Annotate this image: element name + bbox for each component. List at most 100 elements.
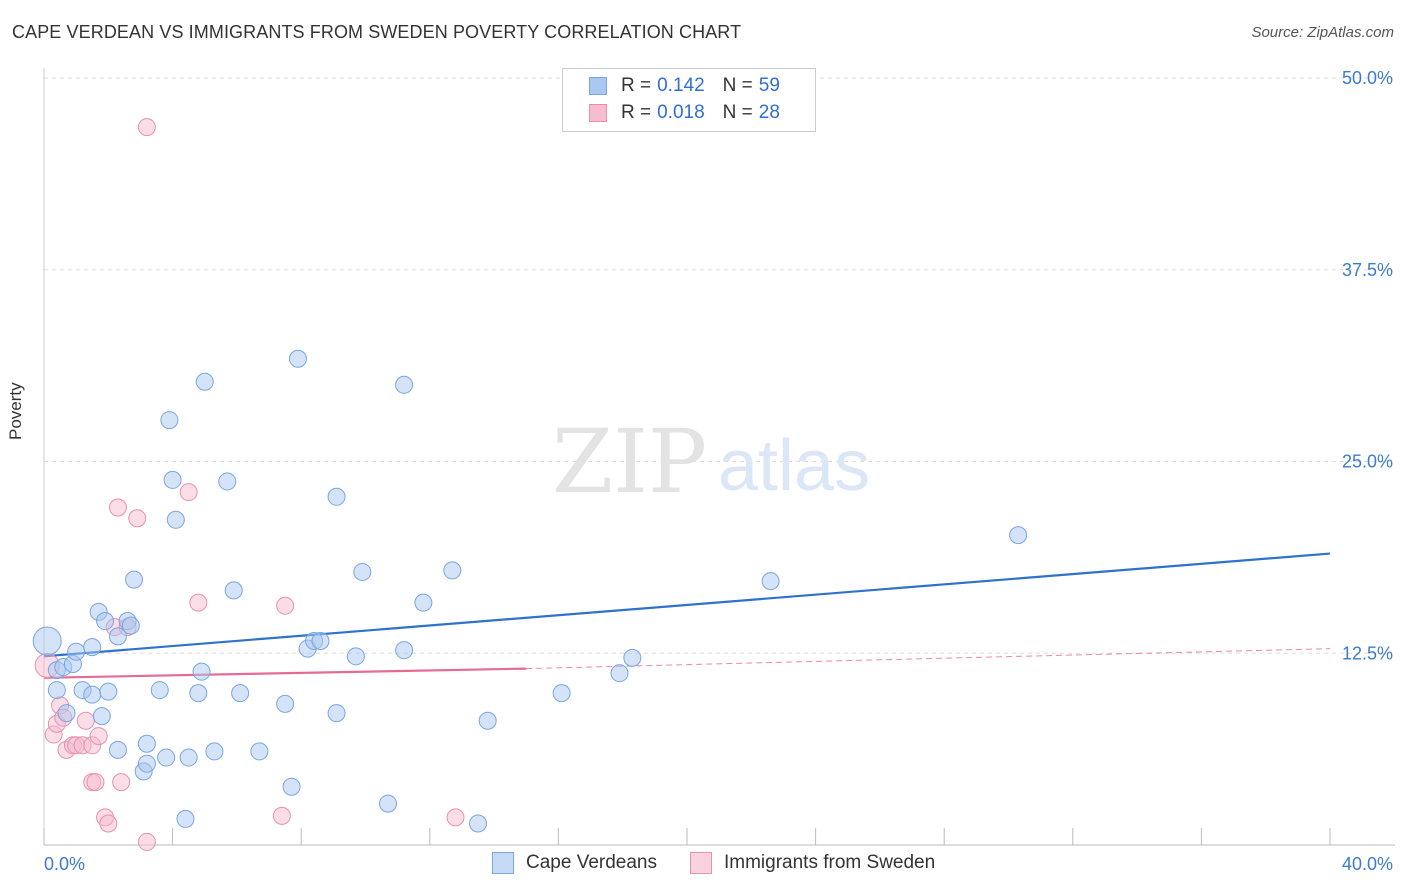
legend-n-value: 59	[758, 75, 780, 96]
data-point-cape-verdeans	[610, 664, 629, 683]
bottom-legend-label: Cape Verdeans	[526, 852, 657, 873]
series-cape-verdeans	[32, 349, 1028, 833]
bottom-legend-label: Immigrants from Sweden	[724, 852, 936, 873]
bottom-legend-immigrants-from-sweden[interactable]: Immigrants from Sweden	[690, 852, 935, 874]
data-point-cape-verdeans	[250, 742, 269, 761]
legend-r-label: R =	[621, 75, 652, 96]
data-point-cape-verdeans	[163, 470, 182, 489]
data-point-cape-verdeans	[192, 662, 211, 681]
data-point-cape-verdeans	[327, 704, 346, 723]
data-point-cape-verdeans	[1009, 526, 1028, 545]
legend-n-value: 28	[758, 102, 780, 123]
data-point-cape-verdeans	[443, 561, 462, 580]
correlation-legend: R = 0.142 N = 59 R = 0.018 N = 28	[562, 68, 816, 132]
data-point-cape-verdeans	[195, 372, 214, 391]
data-point-immigrants-from-sweden	[86, 773, 105, 792]
data-point-immigrants-from-sweden	[276, 596, 295, 615]
watermark-atlas: atlas	[718, 426, 870, 506]
data-point-immigrants-from-sweden	[76, 711, 95, 730]
trend-line-immigrants-from-sweden	[43, 667, 527, 679]
data-point-cape-verdeans	[224, 581, 243, 600]
data-point-immigrants-from-sweden	[108, 498, 127, 517]
data-point-cape-verdeans	[478, 711, 497, 730]
data-point-cape-verdeans	[395, 375, 414, 394]
data-point-cape-verdeans	[99, 682, 118, 701]
data-point-cape-verdeans	[67, 642, 86, 661]
data-point-immigrants-from-sweden	[112, 773, 131, 792]
trend-line-cape-verdeans	[43, 552, 1331, 658]
data-point-immigrants-from-sweden	[272, 806, 291, 825]
data-point-immigrants-from-sweden	[137, 832, 156, 851]
bottom-legend-swatch-pink	[690, 852, 712, 874]
data-point-cape-verdeans	[160, 411, 179, 430]
y-axis-title: Poverty	[6, 382, 25, 440]
data-point-immigrants-from-sweden	[179, 483, 198, 502]
data-point-cape-verdeans	[157, 748, 176, 767]
series-immigrants-from-sweden	[34, 118, 465, 851]
watermark-zip: ZIP	[552, 410, 707, 513]
watermark: ZIP atlas	[552, 410, 870, 513]
data-point-cape-verdeans	[218, 472, 237, 491]
trend-lines	[43, 552, 1331, 679]
data-point-cape-verdeans	[108, 627, 127, 646]
legend-r-value: 0.018	[657, 102, 705, 123]
chart-title: CAPE VERDEAN VS IMMIGRANTS FROM SWEDEN P…	[12, 22, 742, 42]
legend-r-value: 0.142	[657, 75, 705, 96]
data-point-cape-verdeans	[137, 734, 156, 753]
data-point-cape-verdeans	[623, 648, 642, 667]
data-point-cape-verdeans	[231, 684, 250, 703]
axes	[43, 68, 1395, 846]
grid-lines	[44, 77, 1395, 654]
data-point-cape-verdeans	[47, 681, 66, 700]
y-tick-label: 50.0%	[1342, 68, 1393, 88]
legend-swatch-pink	[589, 104, 607, 122]
data-point-immigrants-from-sweden	[137, 118, 156, 137]
data-point-immigrants-from-sweden	[446, 808, 465, 827]
trend-line-extension	[526, 648, 1331, 670]
x-tick-label: 0.0%	[44, 854, 85, 874]
data-point-immigrants-from-sweden	[128, 509, 147, 528]
data-point-cape-verdeans	[288, 349, 307, 368]
y-tick-label: 37.5%	[1342, 260, 1393, 280]
y-tick-label: 12.5%	[1342, 643, 1393, 663]
data-point-immigrants-from-sweden	[99, 814, 118, 833]
legend-r-label: R =	[621, 102, 652, 123]
data-point-cape-verdeans	[83, 685, 102, 704]
data-point-cape-verdeans	[414, 593, 433, 612]
data-point-cape-verdeans	[552, 684, 571, 703]
data-point-cape-verdeans	[311, 631, 330, 650]
data-point-cape-verdeans	[179, 748, 198, 767]
legend-n-label: N =	[722, 102, 753, 123]
data-point-cape-verdeans	[150, 681, 169, 700]
data-point-cape-verdeans	[346, 647, 365, 666]
bottom-legend-cape-verdeans[interactable]: Cape Verdeans	[492, 852, 657, 874]
data-point-cape-verdeans	[176, 809, 195, 828]
data-point-cape-verdeans	[276, 694, 295, 713]
data-point-cape-verdeans	[469, 814, 488, 833]
y-tick-label: 25.0%	[1342, 452, 1393, 472]
data-point-cape-verdeans	[83, 638, 102, 657]
data-point-cape-verdeans	[189, 684, 208, 703]
x-tick-label: 40.0%	[1342, 854, 1393, 874]
legend-row-immigrants-from-sweden: R = 0.018 N = 28	[589, 102, 780, 124]
data-point-cape-verdeans	[32, 626, 62, 656]
data-point-cape-verdeans	[137, 754, 156, 773]
legend-n-label: N =	[722, 75, 753, 96]
legend-swatch-blue	[589, 77, 607, 95]
data-point-cape-verdeans	[761, 572, 780, 591]
data-point-cape-verdeans	[205, 742, 224, 761]
data-point-cape-verdeans	[395, 641, 414, 660]
data-point-cape-verdeans	[379, 794, 398, 813]
data-point-immigrants-from-sweden	[189, 593, 208, 612]
data-point-cape-verdeans	[121, 616, 140, 635]
tick-labels: 12.5% 25.0% 37.5% 50.0% 0.0% 40.0%	[44, 68, 1393, 874]
data-point-cape-verdeans	[282, 777, 301, 796]
bottom-legend-swatch-blue	[492, 852, 514, 874]
source-label: Source: ZipAtlas.com	[1251, 24, 1394, 41]
legend-row-cape-verdeans: R = 0.142 N = 59	[589, 75, 780, 97]
data-point-cape-verdeans	[108, 740, 127, 759]
data-point-cape-verdeans	[125, 570, 144, 589]
data-point-immigrants-from-sweden	[89, 727, 108, 746]
data-point-cape-verdeans	[57, 704, 76, 723]
